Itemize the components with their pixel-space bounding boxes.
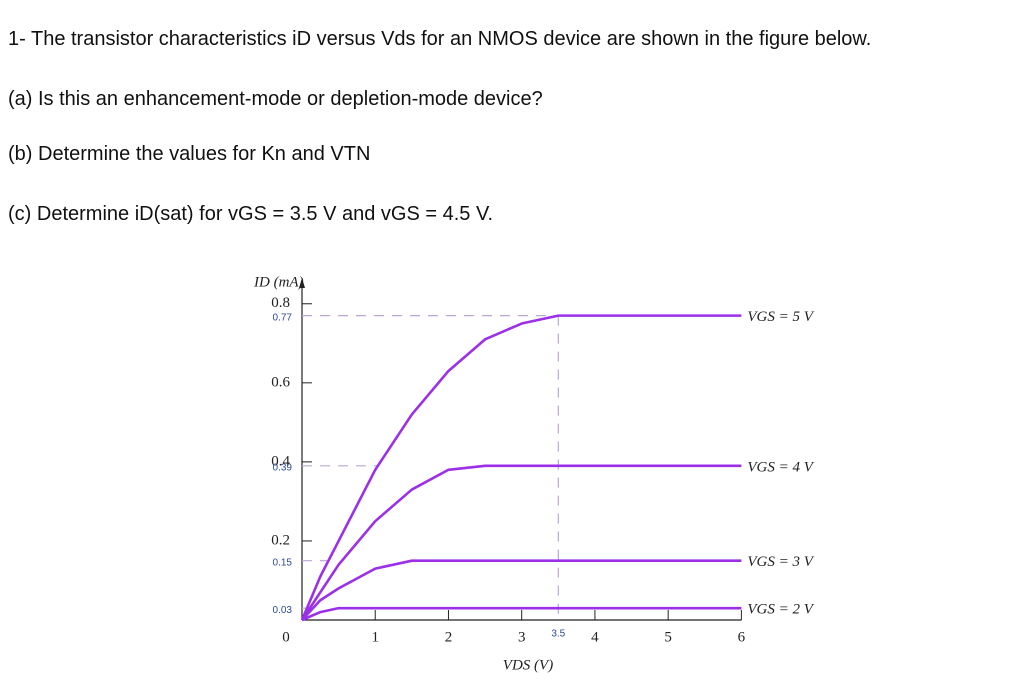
y-mark-label: 0.39 <box>273 462 293 473</box>
x-tick-label: 2 <box>445 629 453 645</box>
x-tick-label: 6 <box>738 629 746 645</box>
y-tick-label: 0.6 <box>271 374 290 390</box>
curve <box>301 606 742 622</box>
y-tick-label: 0.4 <box>271 453 290 469</box>
question-intro: 1- The transistor characteristics iD ver… <box>8 28 872 50</box>
y-mark-label: 0.77 <box>273 312 293 323</box>
series-label: VGS = 2 V <box>747 602 814 618</box>
curve <box>301 559 742 621</box>
y-axis-arrow <box>299 278 305 288</box>
x-tick-label: 1 <box>371 629 379 645</box>
curve <box>300 464 742 621</box>
question-part: (a) Is this an enhancement-mode or deple… <box>8 88 543 110</box>
question-part: (c) Determine iD(sat) for vGS = 3.5 V an… <box>8 203 494 225</box>
y-mark-label: 0.03 <box>273 605 293 616</box>
x-axis-label: VDS (V) <box>503 657 553 673</box>
x-tick-label: 5 <box>664 629 672 645</box>
series-label: VGS = 5 V <box>747 309 814 325</box>
series-label: VGS = 4 V <box>747 459 814 475</box>
question-part: (b) Determine the values for Kn and VTN <box>8 143 371 165</box>
x-tick-label: 0 <box>282 629 290 645</box>
x-mark-label: 3.5 <box>551 629 565 640</box>
series-label: VGS = 3 V <box>747 554 814 570</box>
y-mark-label: 0.15 <box>273 557 293 568</box>
curve <box>300 314 742 621</box>
y-tick-label: 0.2 <box>271 532 290 548</box>
y-axis-label: ID (mA) <box>253 274 304 290</box>
y-tick-label: 0.8 <box>271 295 290 311</box>
x-tick-label: 4 <box>591 629 599 645</box>
x-tick-label: 3 <box>518 629 526 645</box>
